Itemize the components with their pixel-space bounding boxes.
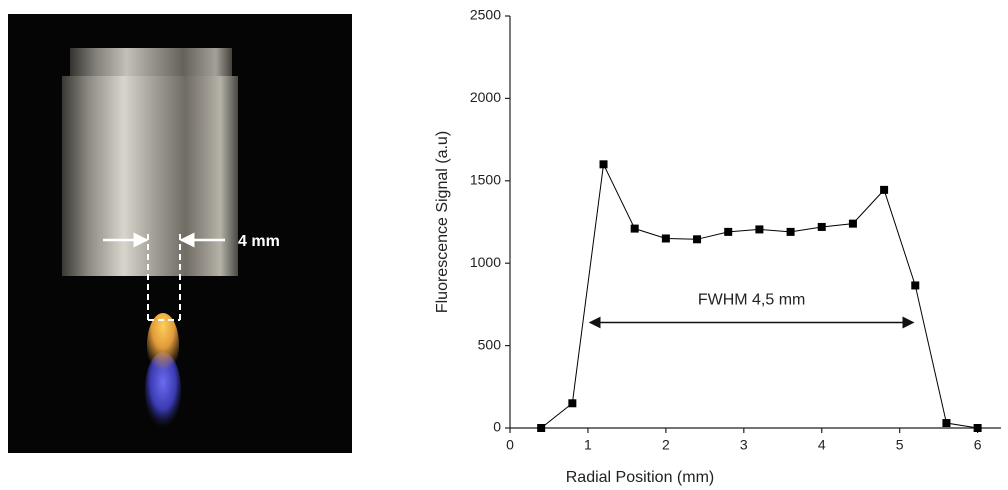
chart: Radial Position (mm) Fluorescence Signal… xyxy=(434,7,1001,486)
y-tick-label: 2000 xyxy=(470,89,501,105)
x-tick-label: 6 xyxy=(974,437,982,453)
point xyxy=(911,281,920,290)
x-tick-label: 0 xyxy=(506,437,514,453)
point xyxy=(817,222,826,231)
photo-label: 4 mm xyxy=(238,233,280,250)
photo: 4 mm xyxy=(8,14,352,453)
point xyxy=(693,235,702,244)
point xyxy=(755,225,764,234)
y-axis-label: Fluorescence Signal (a.u) xyxy=(434,131,451,313)
point xyxy=(786,227,795,236)
x-tick-label: 2 xyxy=(662,437,670,453)
y-tick-label: 2500 xyxy=(470,7,501,23)
x-axis-label: Radial Position (mm) xyxy=(566,469,714,486)
point xyxy=(848,219,857,228)
point xyxy=(599,160,608,169)
annotation-text: FWHM 4,5 mm xyxy=(698,292,806,309)
point xyxy=(880,185,889,194)
point xyxy=(630,224,639,233)
point xyxy=(973,424,982,432)
y-tick-label: 1500 xyxy=(470,172,501,188)
y-tick-label: 0 xyxy=(493,419,501,435)
point xyxy=(537,424,546,432)
x-tick-label: 5 xyxy=(896,437,904,453)
y-tick-label: 1000 xyxy=(470,254,501,270)
point xyxy=(724,227,733,236)
x-tick-label: 3 xyxy=(740,437,748,453)
point xyxy=(942,419,951,428)
point xyxy=(568,399,577,408)
point xyxy=(661,234,670,243)
y-tick-label: 500 xyxy=(478,336,502,352)
x-tick-label: 4 xyxy=(818,437,826,453)
x-tick-label: 1 xyxy=(584,437,592,453)
